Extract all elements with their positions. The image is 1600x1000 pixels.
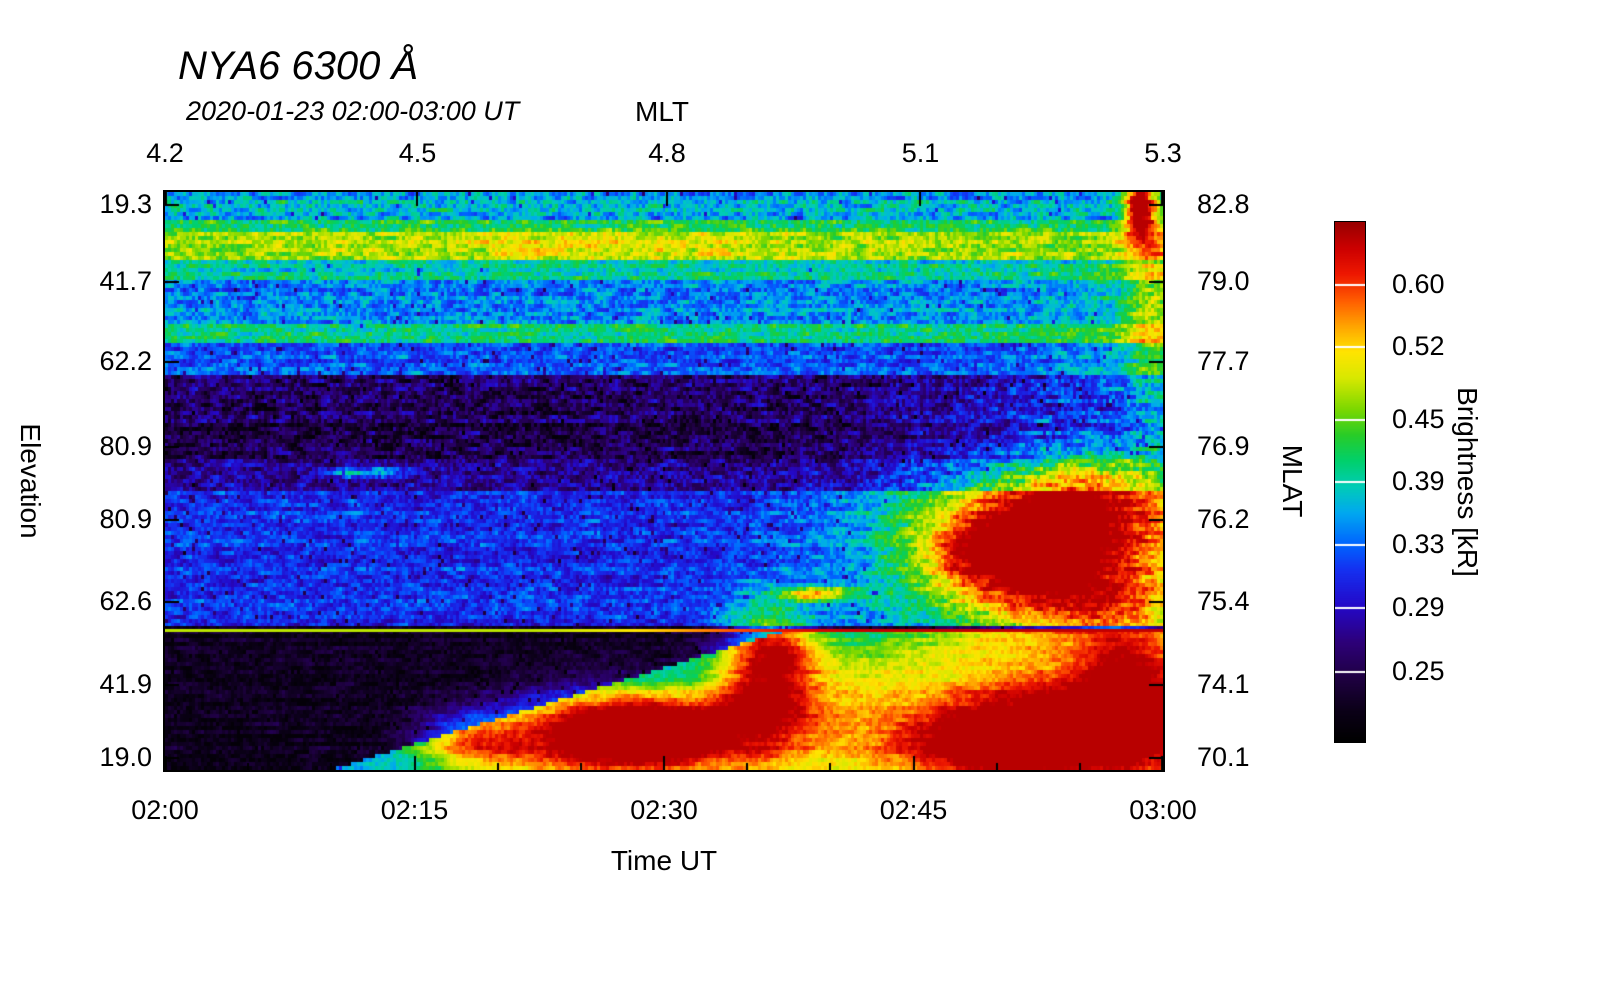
plot-subtitle: 2020-01-23 02:00-03:00 UT	[186, 96, 520, 126]
mlt-tick-label: 4.2	[146, 138, 184, 168]
heatmap-panel	[163, 190, 1165, 772]
mlt-axis-title: MLT	[635, 96, 689, 127]
elevation-tick-label: 19.0	[99, 741, 152, 772]
elevation-tick-label: 41.9	[99, 669, 152, 700]
colorbar-panel	[1334, 221, 1366, 743]
colorbar-tick-label: 0.29	[1392, 591, 1445, 622]
colorbar-tick-label: 0.33	[1392, 528, 1445, 559]
colorbar-gradient	[1335, 222, 1365, 742]
mlt-tick-label: 4.5	[398, 138, 437, 168]
mlat-tick-label: 70.1	[1197, 741, 1250, 772]
colorbar-tick-label: 0.60	[1392, 268, 1445, 299]
mlat-tick-label: 75.4	[1197, 585, 1250, 616]
time-tick-label: 02:15	[380, 795, 449, 825]
heatmap-canvas	[165, 192, 1163, 770]
mlt-tick-label: 5.3	[1144, 138, 1182, 168]
mlat-tick-label: 82.8	[1197, 188, 1250, 219]
time-tick-label: 03:00	[1129, 795, 1197, 825]
mlat-tick-label: 74.1	[1197, 669, 1250, 700]
plot-title: NYA6 6300 Å	[178, 44, 419, 88]
colorbar-tick-label: 0.52	[1392, 330, 1445, 361]
mlat-tick-label: 76.9	[1197, 430, 1250, 461]
elevation-tick-label: 80.9	[99, 430, 152, 461]
mlat-axis-title: MLAT	[1277, 444, 1308, 518]
elevation-tick-label: 62.6	[99, 585, 152, 616]
elevation-axis-title: Elevation	[15, 423, 46, 539]
colorbar-tick-label: 0.25	[1392, 655, 1445, 686]
colorbar-tick-label: 0.45	[1392, 404, 1445, 435]
mlat-tick-label: 77.7	[1197, 345, 1250, 376]
time-axis-title: Time UT	[610, 845, 718, 876]
mlat-tick-label: 79.0	[1197, 266, 1250, 297]
time-tick-label: 02:00	[131, 795, 199, 825]
colorbar-tick-label: 0.39	[1392, 466, 1445, 496]
mlt-tick-label: 5.1	[901, 138, 940, 168]
mlat-tick-label: 76.2	[1197, 503, 1250, 534]
elevation-tick-label: 19.3	[99, 188, 152, 219]
colorbar-title: Brightness [kR]	[1452, 387, 1483, 577]
time-tick-label: 02:30	[630, 795, 698, 825]
elevation-tick-label: 80.9	[99, 503, 152, 534]
elevation-tick-label: 62.2	[99, 345, 152, 376]
time-tick-label: 02:45	[879, 795, 948, 825]
elevation-tick-label: 41.7	[99, 266, 152, 297]
mlt-tick-label: 4.8	[648, 138, 686, 168]
